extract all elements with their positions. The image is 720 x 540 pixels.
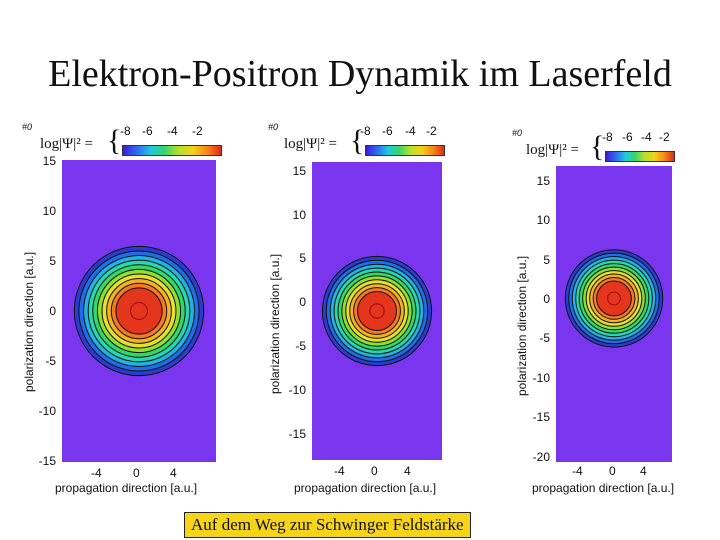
slide-title: Elektron-Positron Dynamik im Laserfeld (48, 53, 672, 95)
y-tick: -5 (539, 331, 550, 345)
frame-number: #0 (268, 122, 279, 132)
y-tick: 10 (42, 204, 56, 218)
x-axis-label: propagation direction [a.u.] (294, 481, 437, 495)
colorbar-tick: -6 (382, 124, 393, 138)
x-tick: -4 (91, 466, 102, 480)
x-tick: -4 (334, 464, 345, 478)
colorbar-tick: -4 (167, 124, 178, 138)
x-tick: 0 (133, 466, 140, 480)
colorbar-tick: -2 (192, 124, 203, 138)
contour-core (607, 291, 621, 306)
colorbar (122, 145, 222, 156)
y-tick: -15 (532, 410, 550, 424)
heatmap-plot-1 (62, 160, 216, 462)
y-tick: 5 (543, 253, 550, 267)
y-tick: -10 (38, 404, 56, 418)
y-tick: 15 (42, 154, 56, 168)
brace-symbol: { (107, 124, 122, 157)
colorbar-tick: -2 (426, 124, 437, 138)
colorbar-tick: -6 (622, 130, 633, 144)
colorbar-formula: log|Ψ|² = (526, 142, 579, 158)
y-tick: -5 (45, 354, 56, 368)
contour-core (369, 303, 385, 319)
y-tick: 15 (292, 164, 306, 178)
y-axis-label: polarization direction [a.u.] (268, 253, 282, 394)
y-tick: -20 (532, 450, 550, 464)
y-tick: 10 (292, 208, 306, 222)
heatmap-svg (62, 160, 216, 462)
colorbar (605, 151, 675, 162)
colorbar (365, 145, 445, 156)
y-tick: 0 (299, 295, 306, 309)
y-tick: -5 (295, 339, 306, 353)
colorbar-tick: -4 (405, 124, 416, 138)
heatmap-plot-3 (556, 166, 672, 462)
caption-box: Auf dem Weg zur Schwinger Feldstärke (184, 512, 471, 538)
colorbar-formula: log|Ψ|² = (284, 136, 337, 152)
y-axis-label: polarization direction [a.u.] (22, 251, 36, 392)
x-tick: -4 (572, 464, 583, 478)
colorbar-tick: -8 (360, 124, 371, 138)
frame-number: #0 (22, 122, 33, 132)
y-tick: -10 (532, 371, 550, 385)
contour-level (596, 280, 632, 317)
x-axis-label: propagation direction [a.u.] (532, 481, 675, 495)
brace-symbol: { (590, 130, 605, 163)
y-axis-label: polarization direction [a.u.] (515, 255, 529, 396)
x-tick: 0 (609, 464, 616, 478)
contour-level (357, 291, 397, 331)
y-tick: 0 (543, 292, 550, 306)
contour-level (115, 287, 163, 335)
y-tick: -10 (288, 383, 306, 397)
y-tick: -15 (288, 427, 306, 441)
frame-number: #0 (512, 128, 523, 138)
x-axis-label: propagation direction [a.u.] (55, 481, 198, 495)
y-tick: 15 (536, 174, 550, 188)
y-tick: 5 (49, 254, 56, 268)
brace-symbol: { (350, 124, 365, 157)
x-tick: 4 (170, 466, 177, 480)
colorbar-tick: -4 (641, 130, 652, 144)
heatmap-svg (312, 162, 442, 460)
heatmap-plot-2 (312, 162, 442, 460)
contour-core (129, 301, 149, 321)
y-tick: 10 (536, 213, 550, 227)
y-tick: 0 (49, 304, 56, 318)
x-tick: 4 (640, 464, 647, 478)
y-tick: 5 (299, 251, 306, 265)
colorbar-formula: log|Ψ|² = (40, 136, 93, 152)
y-tick: -15 (38, 454, 56, 468)
x-tick: 0 (371, 464, 378, 478)
colorbar-tick: -6 (142, 124, 153, 138)
x-tick: 4 (404, 464, 411, 478)
heatmap-svg (556, 166, 672, 462)
colorbar-tick: -8 (602, 130, 613, 144)
colorbar-tick: -2 (659, 130, 670, 144)
colorbar-tick: -8 (120, 124, 131, 138)
